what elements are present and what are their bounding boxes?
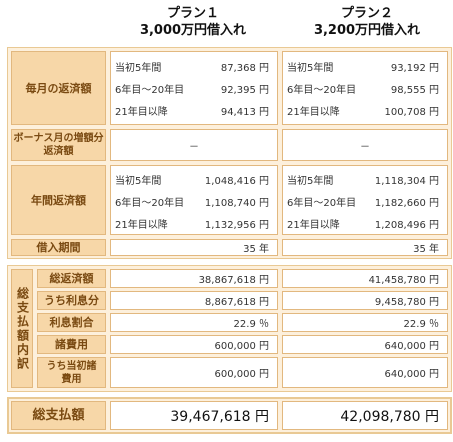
plan2-interest: 9,458,780 円 [282, 291, 448, 310]
plan1-header: プラン１ 3,000万円借入れ [108, 5, 278, 39]
period-label: 21年目以降 [287, 107, 340, 118]
plan2-bonus: － [282, 129, 448, 161]
label-total-repay: 総返済額 [37, 269, 106, 288]
label-fees: 諸費用 [37, 335, 106, 354]
plan2-monthly-value: 93,192 円 [390, 63, 439, 74]
label-bonus: ボーナス月の増額分返済額 [11, 129, 106, 161]
plan1-interest: 8,867,618 円 [110, 291, 278, 310]
plan2-header: プラン２ 3,200万円借入れ [282, 5, 452, 39]
plan2-monthly-value: 100,708 円 [384, 107, 439, 118]
label-breakdown: 総支払額内訳 [11, 269, 33, 388]
plan1-monthly-value: 92,395 円 [220, 85, 269, 96]
plan1-annual-value: 1,132,956 円 [204, 220, 269, 231]
plan2-fees: 640,000 円 [282, 335, 448, 354]
plan1-interest-ratio: 22.9 ％ [110, 313, 278, 332]
plan1-total-repay: 38,867,618 円 [110, 269, 278, 288]
period-label: 6年目〜20年目 [115, 198, 185, 209]
period-label: 当初5年間 [287, 63, 334, 74]
label-total: 総支払額 [11, 401, 106, 430]
plan2-total-repay: 41,458,780 円 [282, 269, 448, 288]
label-interest-ratio: 利息割合 [37, 313, 106, 332]
period-label: 当初5年間 [115, 63, 162, 74]
plan2-annual-cell: 当初5年間 1,118,304 円 6年目〜20年目 1,182,660 円 21年… [282, 165, 448, 235]
plan2-annual-value: 1,182,660 円 [374, 198, 439, 209]
label-term: 借入期間 [11, 239, 106, 256]
label-annual: 年間返済額 [11, 165, 106, 235]
plan2-name: プラン２ [340, 6, 393, 21]
plan1-monthly-value: 87,368 円 [220, 63, 269, 74]
period-label: 6年目〜20年目 [287, 85, 357, 96]
plan2-annual-value: 1,208,496 円 [374, 220, 439, 231]
label-monthly: 毎月の返済額 [11, 51, 106, 125]
plan1-amount: 3,000万円借入れ [139, 23, 247, 38]
plan1-annual-value: 1,048,416 円 [204, 176, 269, 187]
period-label: 21年目以降 [115, 220, 168, 231]
period-label: 6年目〜20年目 [115, 85, 185, 96]
plan2-interest-ratio: 22.9 ％ [282, 313, 448, 332]
period-label: 21年目以降 [287, 220, 340, 231]
plan1-monthly-cell: 当初5年間 87,368 円 6年目〜20年目 92,395 円 21年目以降 94,… [110, 51, 278, 125]
plan2-annual-value: 1,118,304 円 [374, 176, 439, 187]
plan2-total: 42,098,780 円 [282, 401, 448, 430]
plan1-term: 35 年 [110, 239, 278, 256]
plan2-amount: 3,200万円借入れ [313, 23, 421, 38]
period-label: 21年目以降 [115, 107, 168, 118]
plan1-bonus: － [110, 129, 278, 161]
plan2-monthly-cell: 当初5年間 93,192 円 6年目〜20年目 98,555 円 21年目以降 100… [282, 51, 448, 125]
plan1-annual-value: 1,108,740 円 [204, 198, 269, 209]
plan1-monthly-value: 94,413 円 [220, 107, 269, 118]
plan1-initial-fees: 600,000 円 [110, 357, 278, 388]
plan2-term: 35 年 [282, 239, 448, 256]
period-label: 当初5年間 [115, 176, 162, 187]
period-label: 6年目〜20年目 [287, 198, 357, 209]
plan2-monthly-value: 98,555 円 [390, 85, 439, 96]
plan2-initial-fees: 640,000 円 [282, 357, 448, 388]
label-interest: うち利息分 [37, 291, 106, 310]
plan1-annual-cell: 当初5年間 1,048,416 円 6年目〜20年目 1,108,740 円 21年… [110, 165, 278, 235]
label-initial-fees: うち当初諸費用 [37, 357, 106, 388]
plan1-total: 39,467,618 円 [110, 401, 278, 430]
plan1-name: プラン１ [166, 6, 219, 21]
plan1-fees: 600,000 円 [110, 335, 278, 354]
period-label: 当初5年間 [287, 176, 334, 187]
